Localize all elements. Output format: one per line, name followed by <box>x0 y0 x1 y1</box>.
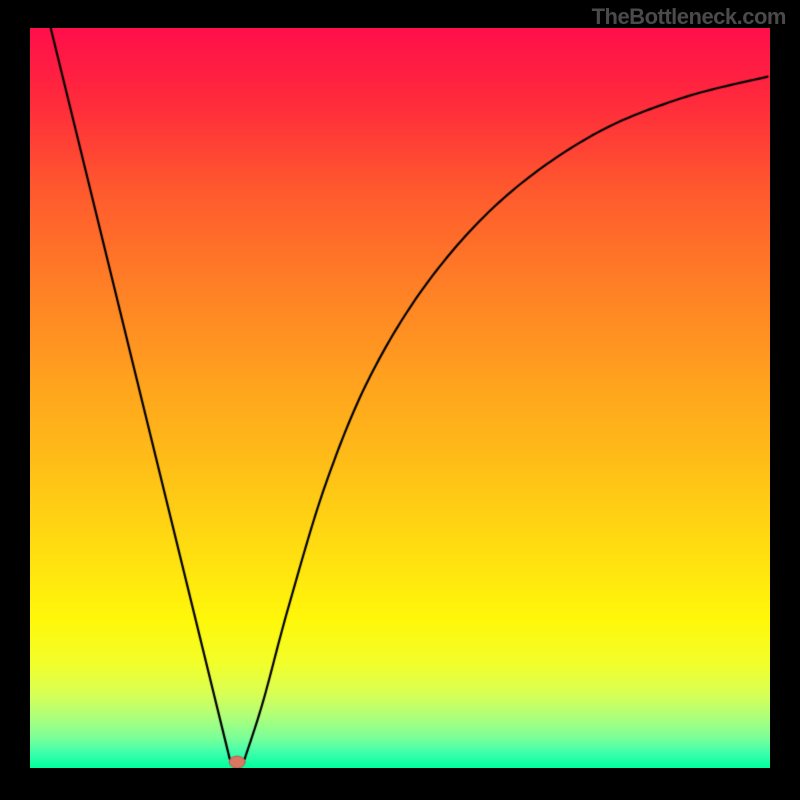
plot-frame <box>30 28 770 768</box>
bottleneck-gradient-chart <box>30 28 770 768</box>
watermark-text: TheBottleneck.com <box>592 4 786 30</box>
